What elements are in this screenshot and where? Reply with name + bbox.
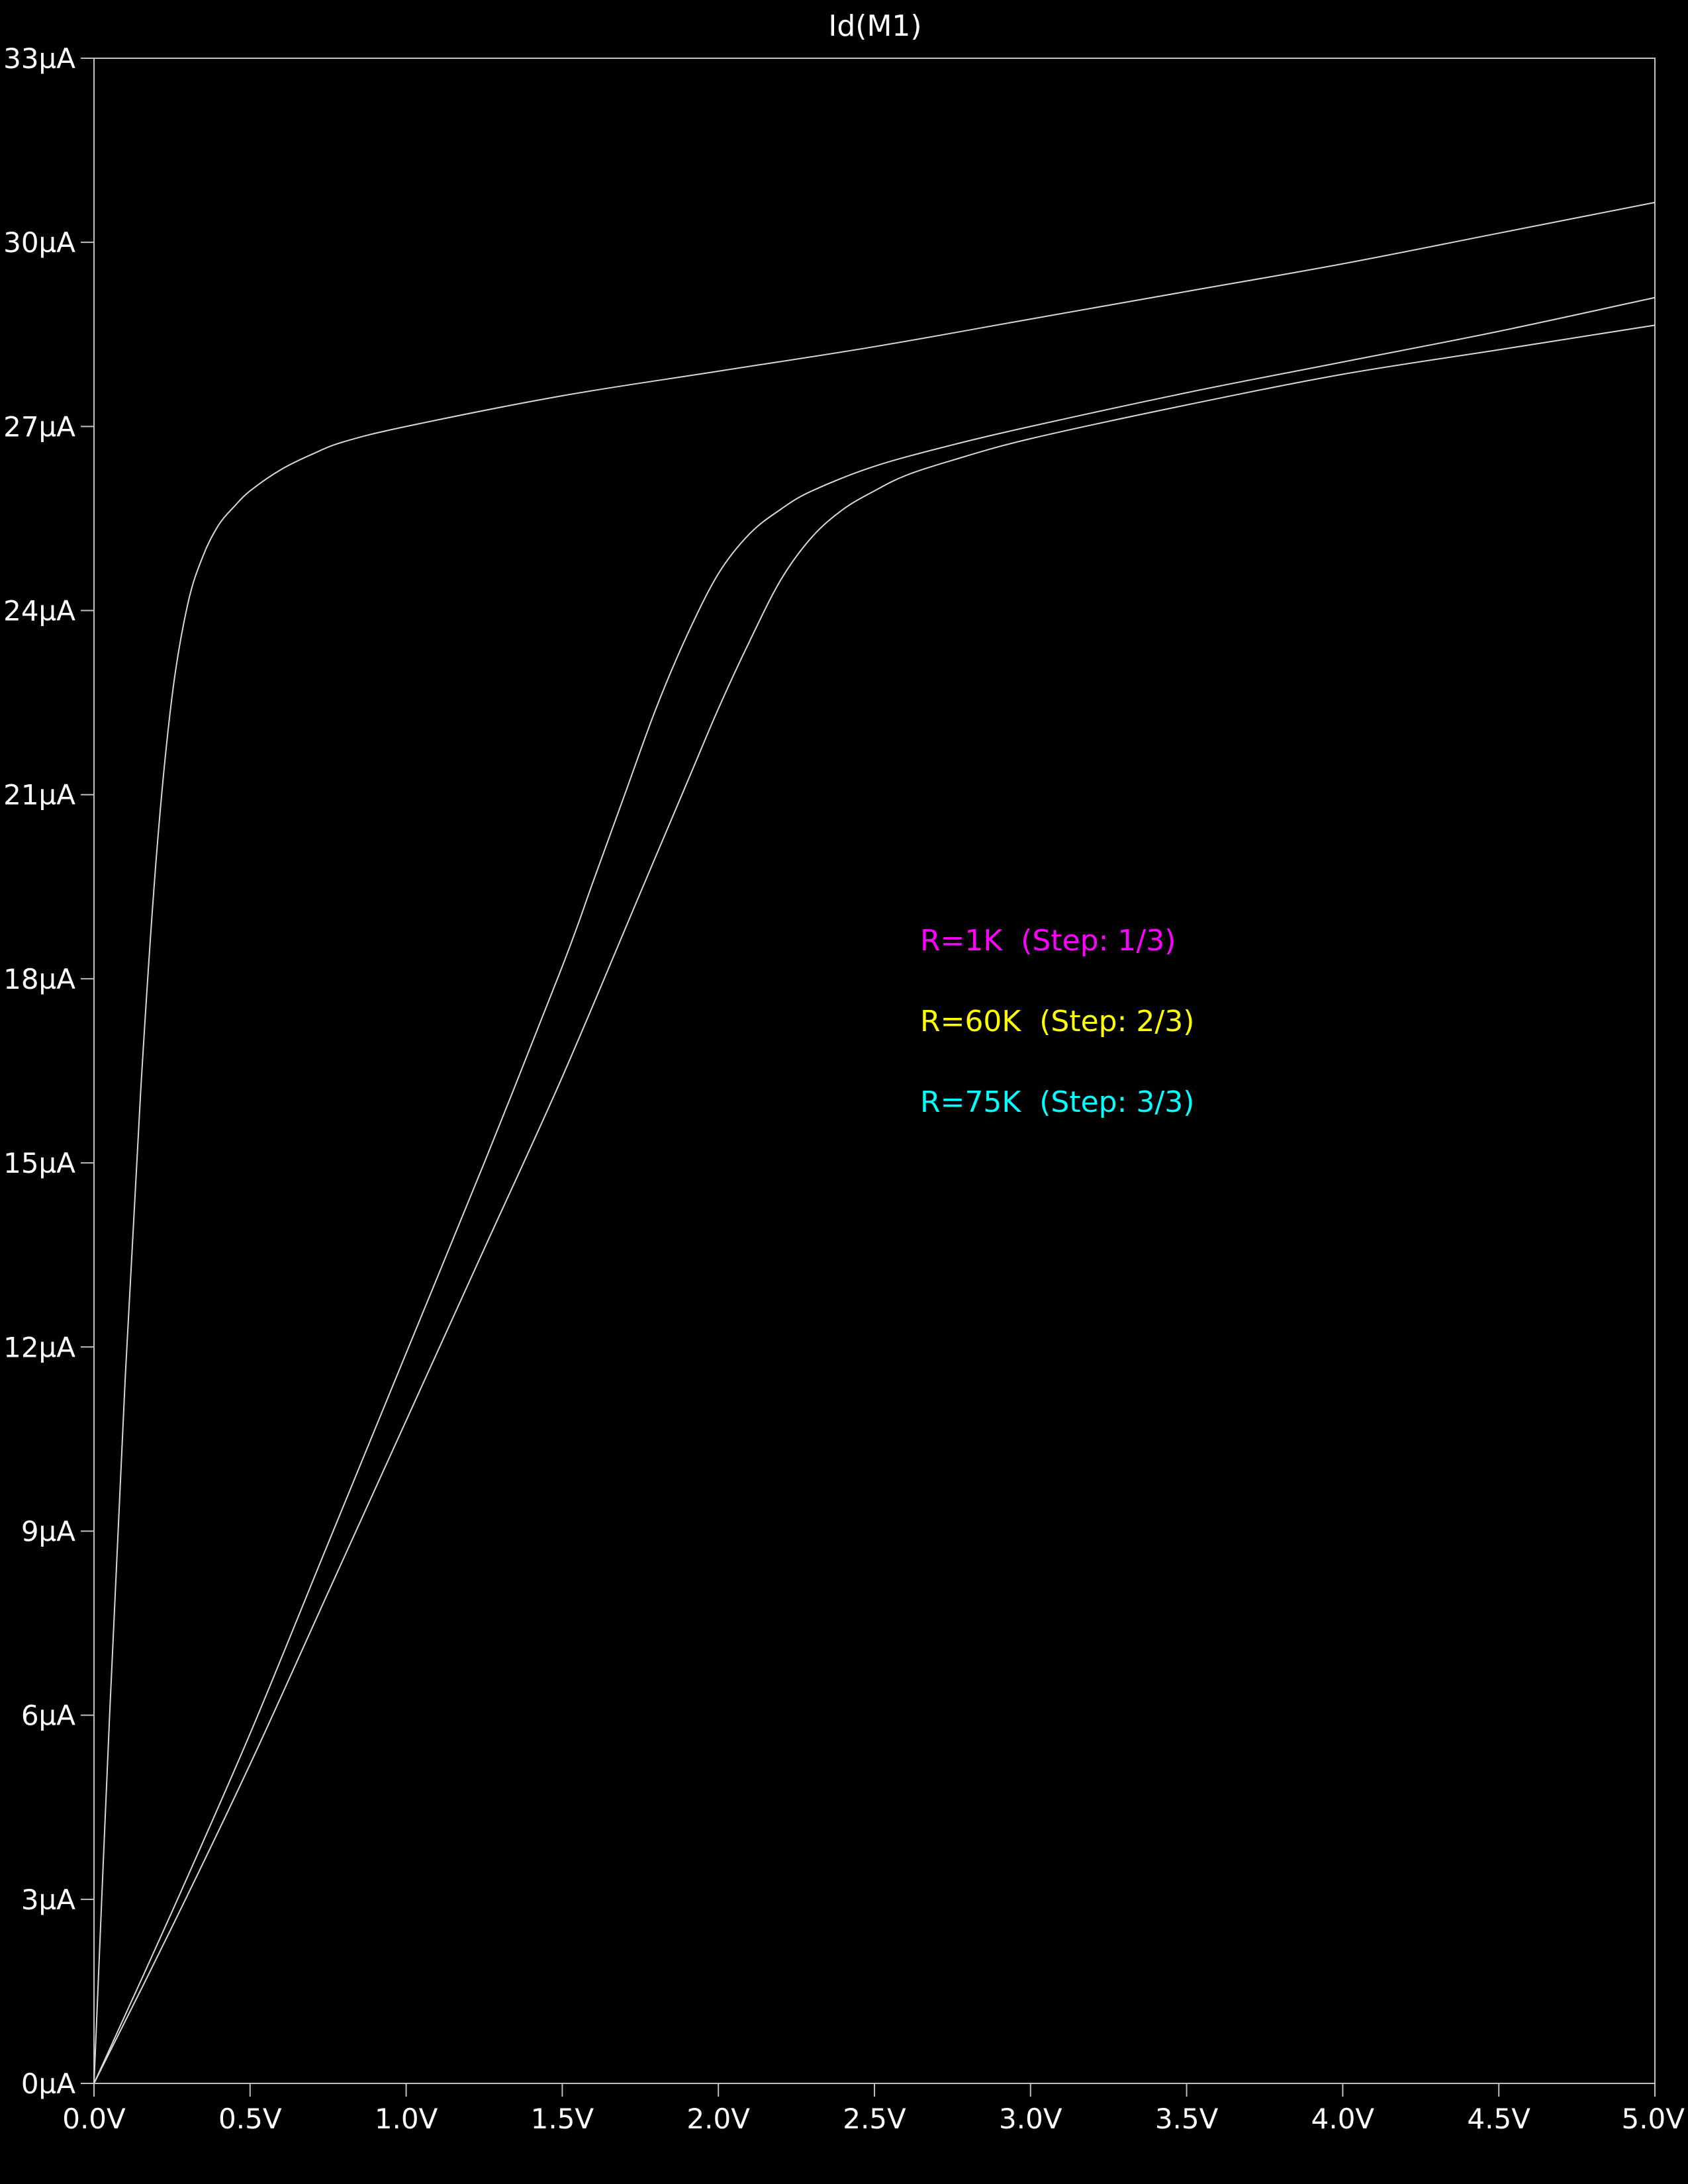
legend-entry-2: R=60K (Step: 2/3) <box>920 1005 1194 1038</box>
x-tick-label: 0.0V <box>62 2103 126 2135</box>
y-axis: 0µA 3µA 6µA 9µA 12µA 15µA 18µA 21µA 24µA 27µA 30µA… <box>3 42 94 2100</box>
y-tick-label: 27µA <box>3 410 75 443</box>
x-tick-label: 1.0V <box>375 2103 438 2135</box>
x-tick-label: 0.5V <box>218 2103 282 2135</box>
y-tick-label: 0µA <box>21 2068 75 2100</box>
legend: R=1K (Step: 1/3) R=60K (Step: 2/3) R=75K (… <box>920 924 1194 1119</box>
y-tick-label: 6µA <box>21 1700 75 1732</box>
legend-entry-3: R=75K (Step: 3/3) <box>920 1085 1194 1119</box>
x-tick-label: 2.0V <box>686 2103 750 2135</box>
y-tick-label: 3µA <box>21 1884 75 1916</box>
x-axis: 0.0V 0.5V 1.0V 1.5V 2.0V 2.5V 3.0V 3.5V 4.0V 4.5V… <box>62 2083 1685 2135</box>
x-tick-label: 4.5V <box>1467 2103 1530 2135</box>
legend-entry-1: R=1K (Step: 1/3) <box>920 924 1176 958</box>
x-tick-label: 4.0V <box>1311 2103 1375 2135</box>
y-tick-label: 33µA <box>3 42 75 75</box>
x-tick-label: 5.0V <box>1621 2103 1685 2135</box>
x-tick-label: 3.5V <box>1155 2103 1219 2135</box>
y-tick-label: 21µA <box>3 779 75 811</box>
y-tick-label: 15µA <box>3 1147 75 1179</box>
x-tick-label: 2.5V <box>843 2103 906 2135</box>
x-tick-label: 1.5V <box>531 2103 594 2135</box>
chart-title: Id(M1) <box>828 9 921 43</box>
series-line-3 <box>93 324 1656 2084</box>
y-tick-label: 9µA <box>21 1515 75 1547</box>
y-tick-label: 18µA <box>3 963 75 995</box>
x-tick-label: 3.0V <box>999 2103 1062 2135</box>
y-tick-label: 12µA <box>3 1331 75 1363</box>
y-tick-label: 24µA <box>3 595 75 627</box>
series-line-2 <box>93 296 1656 2084</box>
traces <box>93 201 1656 2084</box>
y-tick-label: 30µA <box>3 226 75 259</box>
series-line-1 <box>93 201 1656 2084</box>
